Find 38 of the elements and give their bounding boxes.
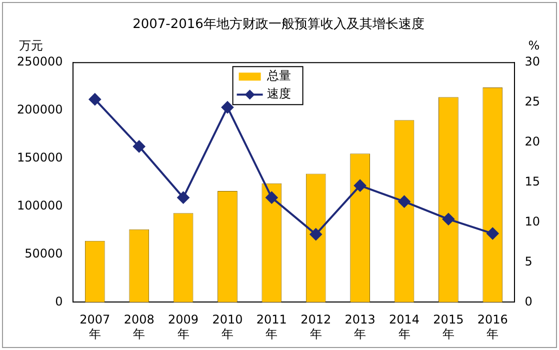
y-tick-label: 100000 — [16, 198, 63, 212]
x-tick-label: 2011 年 — [256, 312, 287, 341]
point — [354, 180, 366, 192]
y-tick-label: 150000 — [16, 150, 63, 165]
x-tick-label: 2014 年 — [388, 312, 420, 341]
point — [88, 93, 101, 106]
y-tick-label: 250000 — [16, 54, 63, 69]
point — [266, 192, 278, 204]
x-tick-label: 2007 年 — [80, 312, 110, 341]
y-tick-label: 0 — [55, 294, 63, 308]
y2-tick-label: 25 — [524, 94, 540, 109]
x-tick-label: 2015 年 — [433, 312, 464, 341]
y2-axis-title: % — [528, 38, 540, 53]
legend-label: 总量 — [266, 68, 291, 83]
point — [133, 140, 146, 152]
point — [310, 228, 322, 240]
y2-tick-label: 15 — [524, 174, 540, 189]
y2-tick-label: 5 — [524, 254, 532, 268]
y2-tick-label: 20 — [524, 134, 540, 149]
legend-label: 速度 — [266, 86, 291, 101]
y-tick-label: 200000 — [16, 102, 63, 117]
x-tick-label: 2008 年 — [124, 312, 154, 341]
x-tick-label: 2012 年 — [300, 312, 332, 341]
point — [221, 101, 234, 114]
point — [398, 196, 410, 208]
point — [442, 213, 454, 226]
y2-tick-label: 10 — [524, 214, 540, 228]
y2-tick-label: 0 — [524, 294, 532, 308]
y-axis-title: 万元 — [19, 38, 43, 53]
x-tick-label: 2013 年 — [344, 312, 376, 341]
chart-title: 2007-2016年地方财政一般预算收入及其增长速度 — [132, 16, 424, 32]
x-tick-label: 2009 年 — [168, 312, 199, 341]
point — [486, 228, 499, 240]
x-tick-label: 2010 年 — [212, 312, 243, 341]
x-tick-label: 2016 年 — [477, 312, 508, 341]
y2-tick-label: 30 — [524, 54, 540, 69]
point — [177, 192, 190, 204]
y-tick-label: 50000 — [24, 246, 63, 260]
